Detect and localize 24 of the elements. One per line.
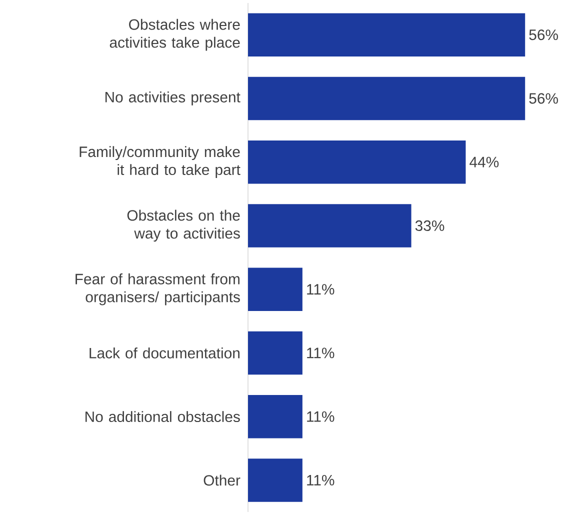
y-tick-label: Lack of documentation (90, 347, 240, 358)
y-tick-label: Fear of harassment from organisers/ participants (76, 273, 240, 306)
bar (248, 204, 412, 248)
data-label: 11% (307, 284, 334, 295)
data-label: 56% (529, 93, 558, 104)
bar (248, 458, 302, 502)
bar (248, 13, 526, 56)
bar (248, 140, 466, 184)
bar (248, 331, 302, 375)
data-label: 33% (415, 220, 444, 231)
y-tick-label: No additional obstacles (86, 411, 240, 422)
data-label: 11% (307, 474, 334, 486)
bar (248, 76, 526, 120)
data-label: 11% (307, 411, 334, 422)
data-label: 44% (470, 156, 499, 168)
y-tick-label: Obstacles on the way to activities (127, 210, 240, 242)
y-tick-label: No activities present (105, 91, 240, 106)
data-label: 11% (307, 348, 334, 358)
y-tick-label: Obstacles where activities take place (110, 18, 240, 51)
data-label: 56% (529, 30, 558, 40)
bar (248, 268, 302, 311)
y-tick-label: Family/community make it hard to take part (80, 146, 240, 178)
bar (248, 394, 302, 438)
y-tick-label: Other (204, 474, 240, 486)
